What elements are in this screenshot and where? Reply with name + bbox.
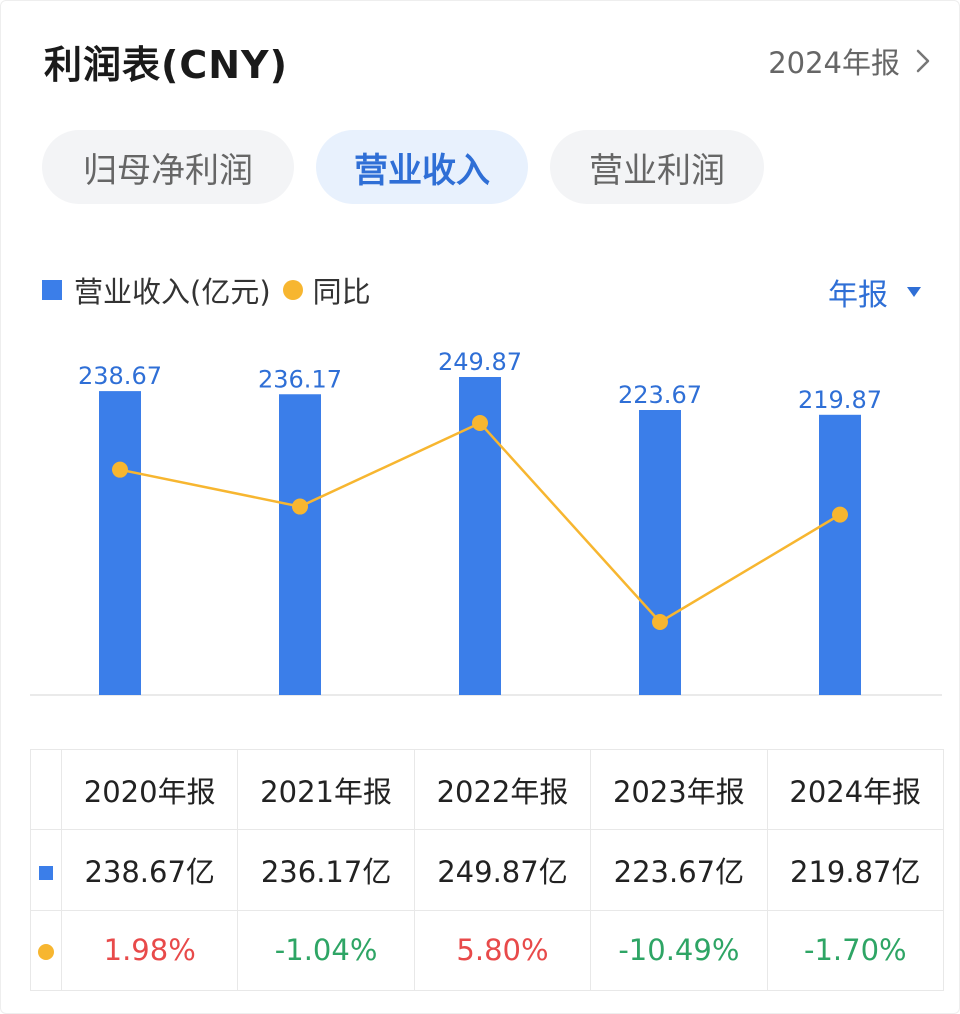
chart-svg: 238.67 236.17 249.87 223.67 219.87 [30,348,942,696]
line-legend-swatch [282,280,303,300]
tab-revenue[interactable]: 营业收入 [316,130,528,204]
bar-value-label: 249.87 [438,348,522,376]
period-selector[interactable]: 年报 [828,270,922,314]
bar-value-label: 236.17 [258,365,342,393]
table-yoy-cell: 5.80% [413,909,592,992]
metric-tabs: 归母净利润 营业收入 营业利润 [42,130,786,204]
table-row-yoy: 1.98% -1.04% 5.80% -10.49% -1.70% [30,909,945,992]
dot-icon [38,944,54,961]
yoy-point [112,461,128,478]
data-table: 2020年报 2021年报 2022年报 2023年报 2024年报 238.6… [30,748,945,992]
table-revenue-cell: 223.67亿 [590,829,768,911]
tab-net-profit[interactable]: 归母净利润 [42,130,294,204]
revenue-row-marker [30,829,62,911]
table-corner-cell [30,748,62,831]
revenue-chart: 238.67 236.17 249.87 223.67 219.87 [0,320,960,710]
table-yoy-cell: -10.49% [590,909,768,992]
table-header-row: 2020年报 2021年报 2022年报 2023年报 2024年报 [30,748,945,831]
yoy-row-marker [30,909,62,992]
table-revenue-cell: 238.67亿 [60,829,239,911]
table-yoy-cell: -1.70% [766,909,945,992]
yoy-point [652,614,668,630]
caret-down-icon [906,286,922,298]
revenue-bar [279,394,321,695]
report-period-link[interactable]: 2024年报 [768,40,930,82]
line-legend-label: 同比 [312,275,371,309]
table-year-cell: 2022年报 [413,748,592,831]
table-year-cell: 2023年报 [590,748,768,831]
chevron-right-icon [916,49,930,73]
revenue-bar [819,414,861,695]
report-period-label: 2024年报 [768,46,900,80]
table-year-cell: 2021年报 [237,748,415,831]
bar-value-label: 223.67 [618,381,702,409]
card-header: 利润表(CNY) 2024年报 [0,0,960,110]
yoy-point [472,415,488,431]
table-year-cell: 2024年报 [766,748,945,831]
yoy-point [832,506,848,523]
bar-value-label: 238.67 [78,362,162,390]
bar-legend-swatch [42,280,62,300]
table-revenue-cell: 249.87亿 [413,829,592,911]
bar-value-label: 219.87 [798,386,882,414]
table-revenue-cell: 219.87亿 [766,829,945,911]
square-icon [39,865,53,880]
table-year-cell: 2020年报 [60,748,239,831]
table-yoy-cell: 1.98% [60,909,239,992]
table-revenue-cell: 236.17亿 [237,829,415,911]
tab-operating-profit[interactable]: 营业利润 [550,130,764,204]
yoy-point [292,498,308,515]
table-row-revenue: 238.67亿 236.17亿 249.87亿 223.67亿 219.87亿 [30,829,945,911]
revenue-bar [639,410,681,695]
table-yoy-cell: -1.04% [237,909,415,992]
chart-legend: 营业收入(亿元) 同比 年报 [42,268,922,314]
revenue-bar [99,391,141,695]
bar-legend-label: 营业收入(亿元) [74,275,271,309]
page-title: 利润表(CNY) [44,43,288,87]
period-selector-label: 年报 [828,278,888,313]
